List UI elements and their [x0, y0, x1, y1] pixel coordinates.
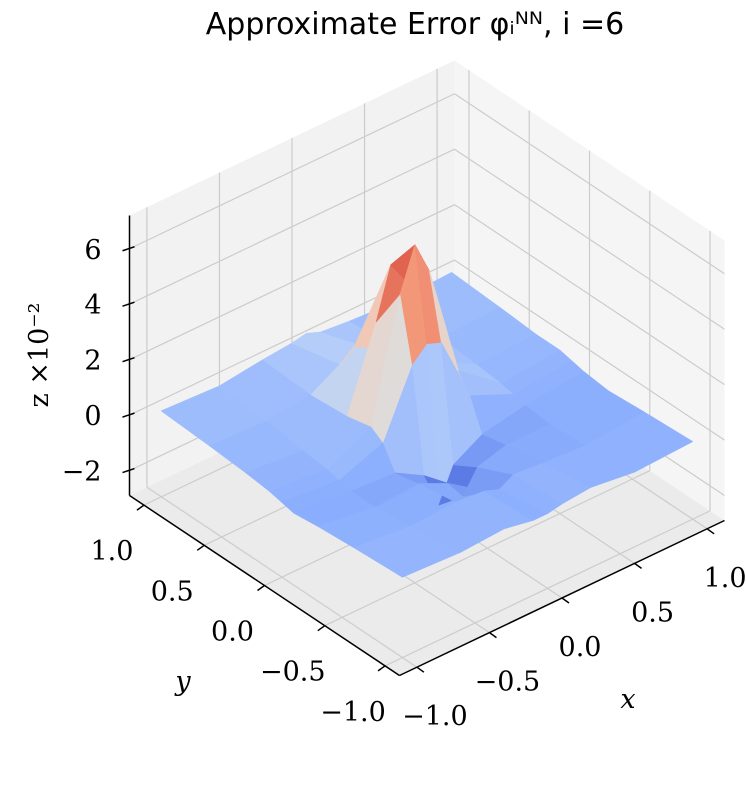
y-tick-label: −1.0	[320, 697, 386, 728]
grid-line	[454, 204, 725, 386]
z-tick-label: 4	[84, 290, 101, 321]
x-tick	[561, 597, 570, 604]
grid-line	[384, 510, 711, 667]
y-tick	[196, 544, 205, 551]
x-tick	[706, 528, 715, 535]
x-tick-label: 0.0	[559, 632, 602, 663]
y-tick-label: 0.0	[211, 617, 254, 648]
chart-title: Approximate Error φᵢᴺᴺ, i =6	[206, 7, 624, 42]
z-tick-label: 2	[84, 346, 101, 377]
grid-line	[324, 470, 651, 627]
y-tick-label: 0.5	[151, 576, 194, 607]
y-tick-label: 1.0	[90, 536, 133, 567]
z-tick-label: −2	[62, 457, 102, 488]
z-tick	[122, 246, 135, 252]
grid-line	[129, 93, 455, 250]
x-tick	[634, 562, 642, 570]
z-tick-label: 0	[84, 401, 101, 432]
grid-line	[454, 259, 725, 441]
z-tick	[122, 356, 135, 363]
z-axis-label: z ×10⁻²	[24, 303, 55, 408]
grid-line	[454, 148, 725, 330]
x-tick-label: −0.5	[475, 667, 541, 698]
x-tick-label: −1.0	[402, 701, 468, 732]
z-tick	[122, 301, 135, 307]
x-tick	[416, 666, 425, 673]
surface-patch	[585, 411, 694, 473]
x-tick-label: 0.5	[631, 597, 674, 628]
z-tick	[122, 467, 135, 474]
grid-line	[454, 93, 725, 275]
x-tick-label: 1.0	[704, 563, 746, 594]
x-axis-label: x	[620, 684, 635, 715]
x-tick	[489, 631, 497, 639]
y-tick	[136, 504, 145, 511]
y-tick-label: −0.5	[260, 657, 326, 688]
y-tick	[377, 665, 386, 672]
y-tick	[257, 584, 265, 592]
z-tick	[122, 412, 135, 418]
y-axis-label: y	[174, 666, 191, 697]
grid-line	[129, 204, 455, 361]
grid-line	[129, 148, 455, 305]
y-tick	[317, 625, 326, 632]
z-tick-label: 6	[84, 235, 101, 266]
